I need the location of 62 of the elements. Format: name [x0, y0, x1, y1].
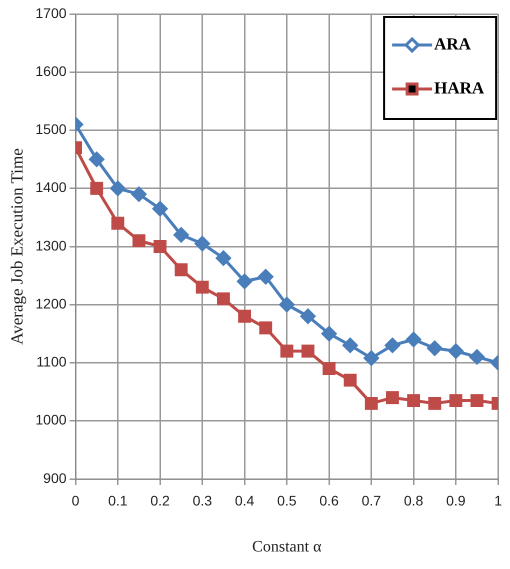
y-tick-label: 1600 [35, 62, 67, 79]
point [280, 344, 294, 358]
point [386, 391, 399, 404]
point [154, 240, 167, 253]
point [132, 234, 146, 248]
point [131, 186, 146, 202]
point [258, 269, 274, 284]
x-tick-label: 0.6 [319, 492, 340, 508]
point [174, 227, 189, 242]
point [406, 332, 422, 347]
point [237, 274, 252, 289]
point [322, 326, 337, 342]
x-axis-title: Constant α [252, 538, 322, 556]
point [216, 250, 231, 266]
point [448, 344, 464, 359]
x-tick-label: 0.5 [277, 492, 297, 508]
y-tick-label: 1500 [35, 121, 67, 138]
x-tick-label: 0.7 [362, 492, 382, 508]
point [300, 308, 316, 324]
y-tick-label: 1100 [36, 354, 67, 370]
point [216, 292, 230, 306]
legend-label: HARA [434, 78, 485, 98]
x-tick-label: 0.8 [404, 492, 424, 508]
point [152, 201, 168, 216]
point [302, 344, 314, 358]
point [90, 182, 104, 195]
x-tick-label: 0.1 [108, 492, 128, 508]
point [428, 396, 442, 410]
point [110, 180, 126, 196]
point [449, 394, 462, 407]
x-tick-label: 0.2 [150, 492, 170, 508]
point [196, 280, 209, 294]
point [407, 394, 420, 407]
y-tick-label: 1700 [35, 4, 67, 21]
y-tick-label: 900 [43, 470, 67, 486]
point [344, 374, 357, 387]
x-tick-label: 0.3 [192, 492, 212, 508]
point [322, 362, 336, 376]
x-tick-label: 1 [494, 492, 502, 508]
x-tick-label: 0.4 [234, 492, 255, 508]
point [194, 236, 210, 252]
point [89, 152, 104, 167]
point [384, 338, 400, 353]
y-tick-label: 1300 [35, 237, 67, 254]
point [469, 349, 484, 364]
point [259, 321, 272, 334]
point [174, 263, 188, 276]
point [470, 394, 484, 407]
y-tick-label: 1200 [35, 295, 67, 312]
y-tick-label: 1400 [35, 179, 67, 196]
point [111, 216, 124, 230]
y-axis-title: Average Job Execution Time [8, 148, 27, 345]
legend-label: ARA [434, 34, 472, 54]
x-tick-label: 0 [72, 492, 80, 508]
point [238, 310, 252, 323]
point [427, 340, 442, 356]
y-tick-label: 1000 [35, 412, 67, 428]
x-tick-label: 0.9 [446, 492, 466, 508]
point [342, 338, 358, 353]
point [279, 297, 294, 312]
point [364, 350, 379, 366]
point [364, 396, 378, 410]
